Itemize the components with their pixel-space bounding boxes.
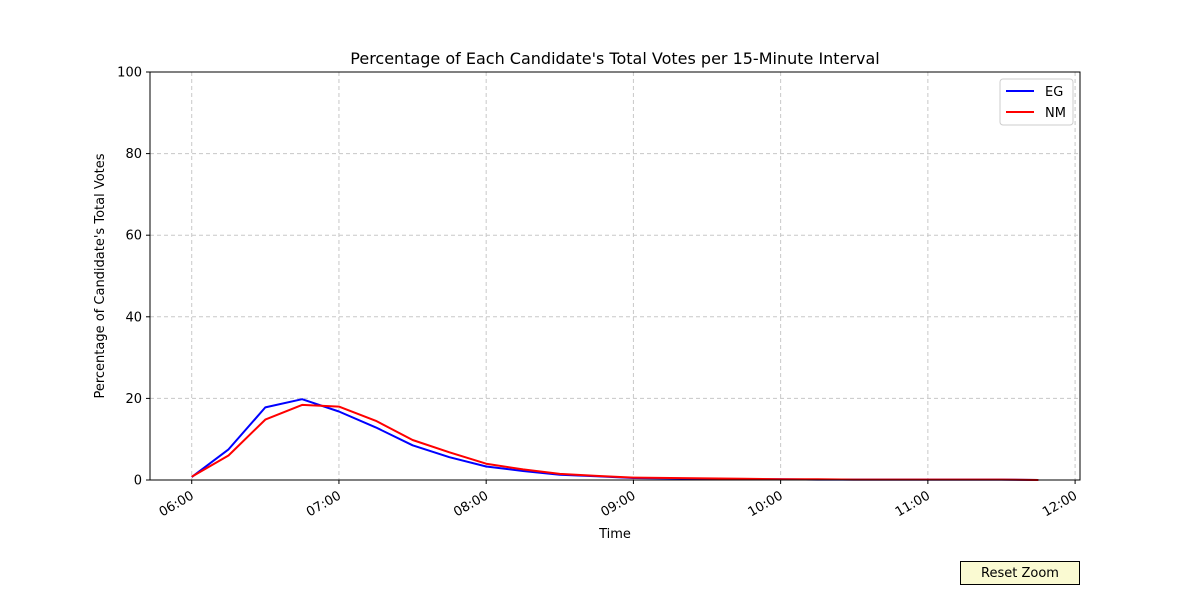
legend-label-eg: EG — [1045, 85, 1063, 100]
x-tick-label: 07:00 — [304, 488, 344, 520]
chart-title: Percentage of Each Candidate's Total Vot… — [350, 49, 879, 68]
series-line-eg — [191, 398, 1039, 481]
grid — [150, 71, 1080, 481]
y-tick-label: 0 — [134, 474, 142, 489]
x-axis-ticks: 06:00 07:00 08:00 09:00 10:00 11:00 12:00 — [157, 480, 1080, 520]
x-tick-label: 10:00 — [746, 488, 786, 520]
series-line-nm — [191, 403, 1039, 481]
plot-area-frame — [149, 71, 1081, 481]
legend: EG NM — [999, 78, 1074, 126]
x-tick-label: 08:00 — [451, 488, 491, 520]
y-tick-label: 80 — [125, 147, 142, 162]
series-lines — [191, 398, 1039, 481]
x-tick-label: 12:00 — [1040, 488, 1080, 520]
reset-zoom-button[interactable]: Reset Zoom — [960, 561, 1080, 585]
y-axis-ticks: 0 20 40 60 80 100 — [117, 66, 150, 489]
x-axis-label: Time — [598, 527, 631, 542]
y-axis-label: Percentage of Candidate's Total Votes — [93, 153, 108, 398]
x-tick-label: 11:00 — [893, 488, 933, 520]
x-tick-label: 09:00 — [598, 488, 638, 520]
x-tick-label: 06:00 — [157, 488, 197, 520]
y-tick-label: 100 — [117, 66, 142, 81]
y-tick-label: 40 — [125, 310, 142, 325]
legend-label-nm: NM — [1045, 106, 1066, 121]
y-tick-label: 20 — [125, 392, 142, 407]
y-tick-label: 60 — [125, 229, 142, 244]
